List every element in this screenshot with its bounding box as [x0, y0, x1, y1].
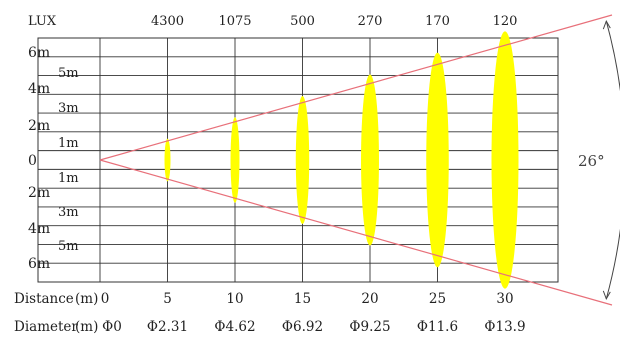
- diameter-values-row: Φ0 Φ2.31 Φ4.62 Φ6.92 Φ9.25 Φ11.6 Φ13.9: [102, 319, 525, 335]
- diameter-value: Φ2.31: [147, 319, 188, 335]
- angle-arc-line: [605, 20, 620, 300]
- light-spot-5m: [164, 138, 171, 182]
- distance-value: 30: [496, 291, 513, 307]
- y-label-left: 2m: [28, 185, 50, 201]
- distance-value: 10: [226, 291, 243, 307]
- distance-value: 15: [294, 291, 311, 307]
- y-label-inner: 3m: [58, 205, 79, 220]
- beam-angle-label: 26°: [578, 152, 605, 170]
- light-spot-10m: [230, 117, 240, 203]
- distance-values-row: 0 5 10 15 20 25 30: [101, 291, 514, 307]
- lux-values-row: 4300 1075 500 270 170 120: [151, 14, 517, 29]
- grid-frame: [37, 37, 559, 283]
- y-label-inner: 1m: [58, 171, 79, 186]
- lux-value: 170: [425, 14, 450, 29]
- diameter-value: Φ6.92: [282, 319, 323, 335]
- distance-value: 20: [361, 291, 378, 307]
- diameter-value: Φ4.62: [214, 319, 255, 335]
- y-label-left: 2m: [28, 118, 50, 134]
- y-axis-labels-inner: 5m 3m 1m 1m 3m 5m: [58, 66, 79, 254]
- beam-cone: [99, 14, 613, 306]
- y-axis-labels-left: 6m 4m 2m 0 2m 4m 6m: [28, 45, 50, 272]
- y-label-inner: 5m: [58, 239, 79, 254]
- y-label-left: 0: [28, 153, 37, 169]
- light-spot-25m: [426, 52, 449, 268]
- distance-value: 0: [101, 291, 110, 307]
- y-label-left: 6m: [28, 45, 50, 61]
- diameter-value: Φ0: [102, 319, 122, 335]
- beam-edge-lower: [99, 159, 613, 306]
- y-label-left: 4m: [28, 221, 50, 237]
- lux-header-label: LUX: [28, 14, 57, 29]
- diameter-value: Φ9.25: [349, 319, 390, 335]
- light-spot-15m: [295, 95, 310, 225]
- angle-arrow-top: [602, 19, 611, 30]
- lux-value: 270: [358, 14, 383, 29]
- light-spots: [164, 31, 519, 289]
- beam-angle-arc: [602, 19, 620, 301]
- distance-value: 25: [429, 291, 446, 307]
- y-label-inner: 5m: [58, 66, 79, 81]
- diameter-label: Diameter: [14, 319, 78, 335]
- diameter-value: Φ13.9: [484, 319, 525, 335]
- y-label-inner: 3m: [58, 101, 79, 116]
- distance-unit: (m): [75, 291, 98, 307]
- light-spot-20m: [361, 74, 379, 246]
- light-spot-30m: [491, 31, 519, 289]
- y-label-inner: 1m: [58, 136, 79, 151]
- diameter-unit: (m): [75, 319, 98, 335]
- y-label-left: 6m: [28, 256, 50, 272]
- angle-arrow-bottom: [602, 290, 611, 301]
- diameter-value: Φ11.6: [417, 319, 458, 335]
- beam-edge-upper: [99, 14, 613, 161]
- y-label-left: 4m: [28, 81, 50, 97]
- distance-label: Distance: [14, 291, 74, 307]
- lux-value: 4300: [151, 14, 184, 29]
- lux-value: 120: [493, 14, 518, 29]
- lux-value: 1075: [218, 14, 251, 29]
- lux-value: 500: [290, 14, 315, 29]
- distance-value: 5: [163, 291, 172, 307]
